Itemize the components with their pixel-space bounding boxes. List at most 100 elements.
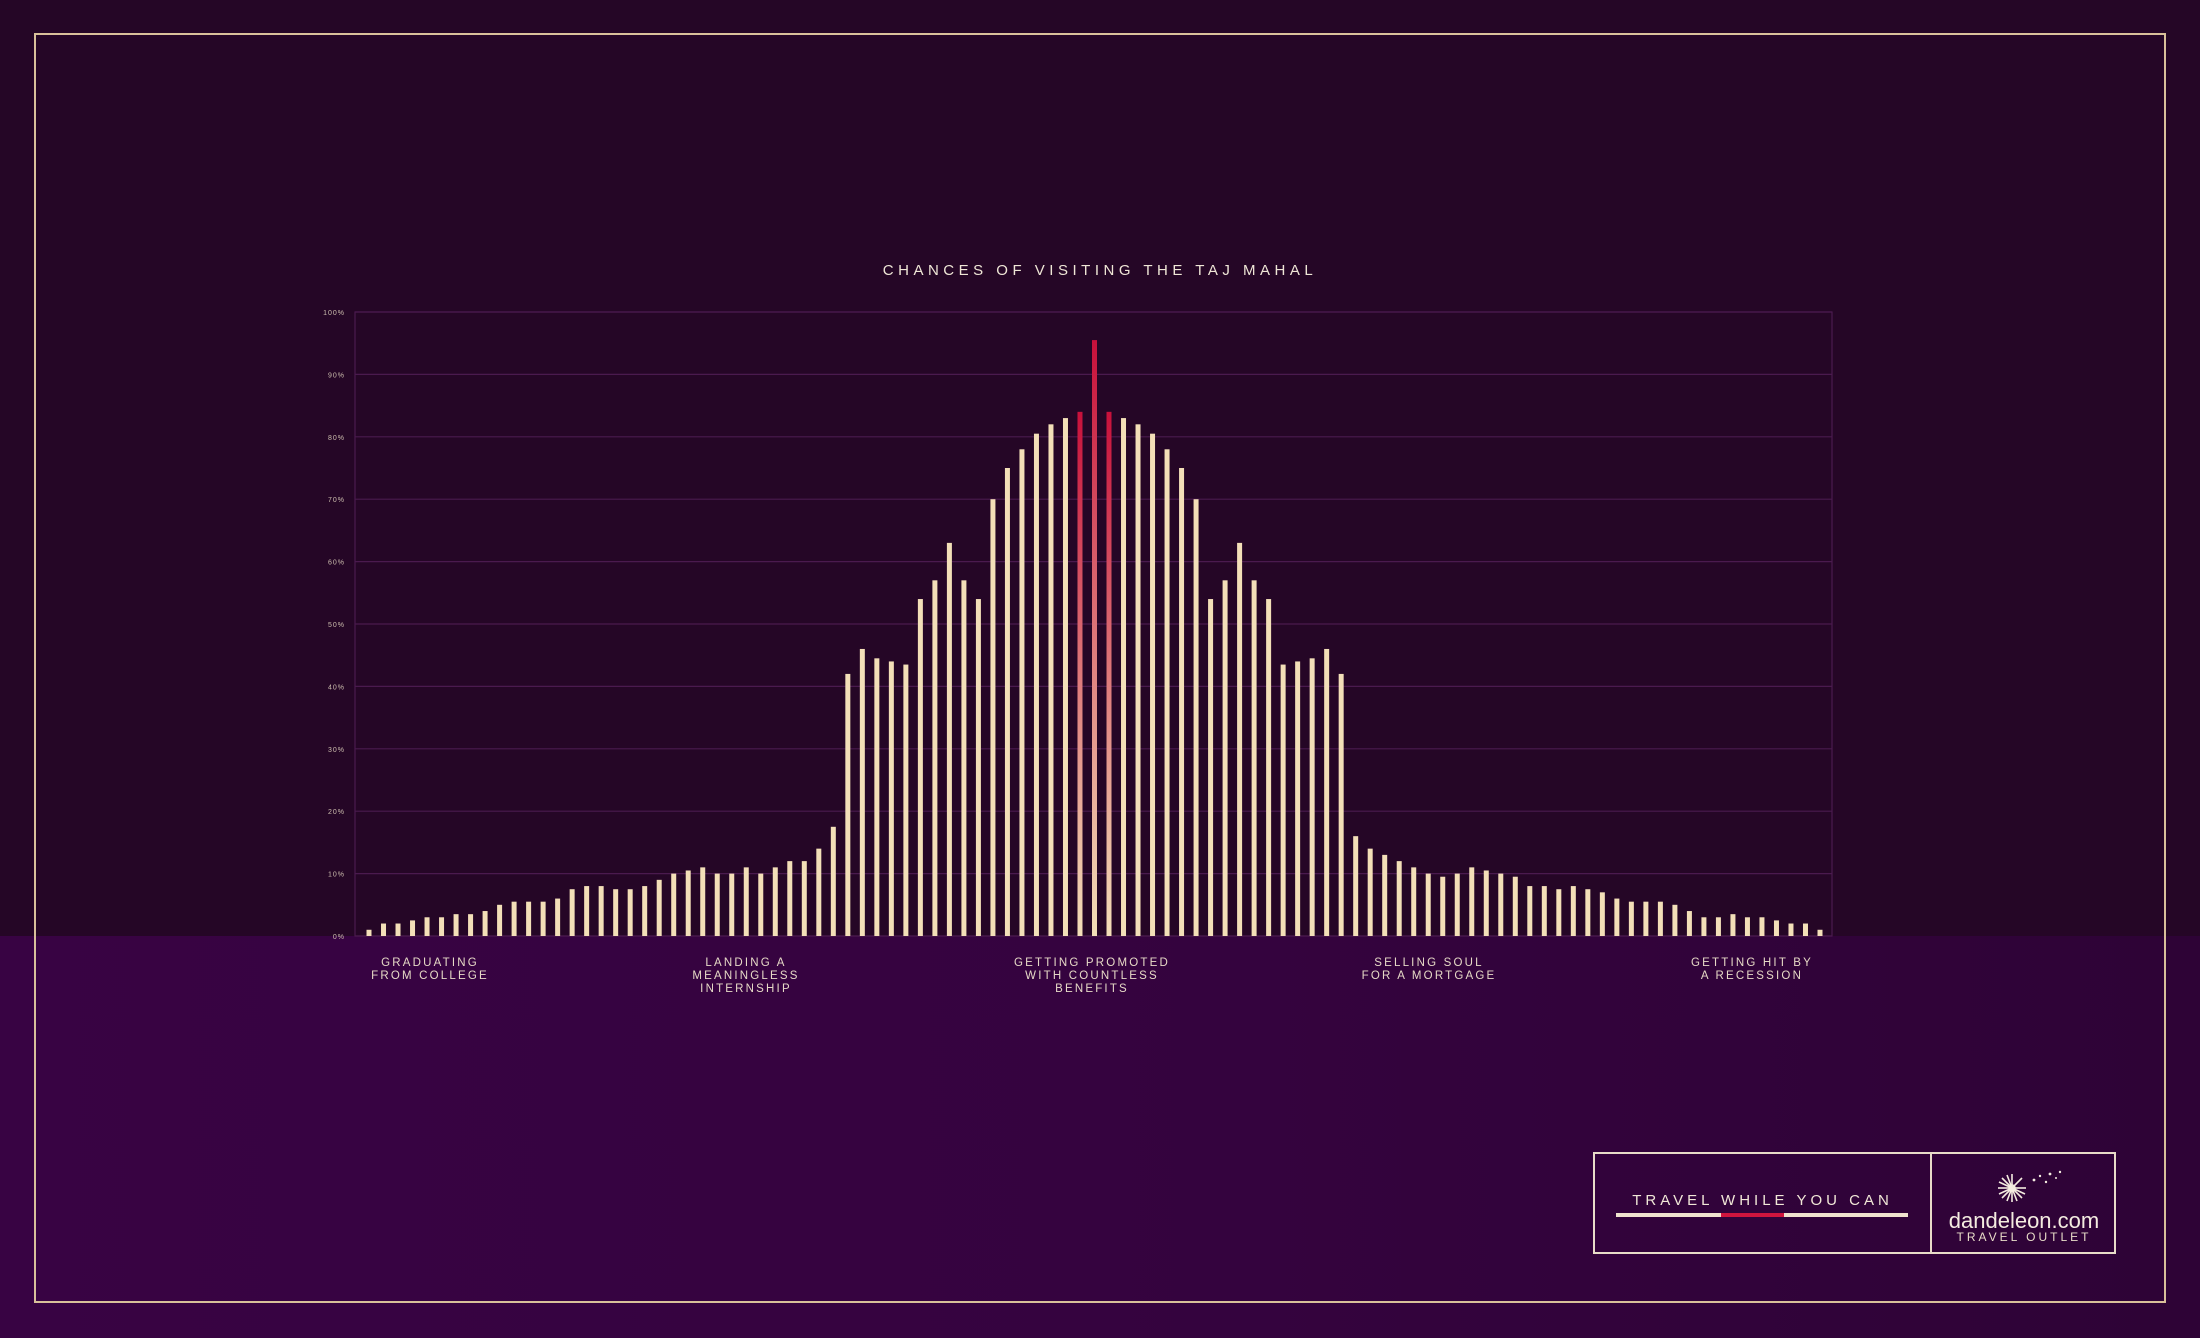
y-tick-label: 20%	[328, 809, 345, 816]
bar	[1353, 836, 1359, 936]
x-category-label: SELLING SOUL FOR A MORTGAGE	[1362, 957, 1497, 982]
bar	[1411, 867, 1417, 936]
poster-frame	[34, 33, 2166, 1303]
bar	[526, 901, 532, 936]
bar	[961, 580, 967, 936]
bar	[1396, 861, 1402, 936]
bar	[1425, 873, 1431, 936]
bar	[468, 914, 474, 936]
bar	[1048, 424, 1054, 936]
bar	[1440, 876, 1446, 936]
bar	[1164, 449, 1170, 936]
bar	[1454, 873, 1460, 936]
brand-divider	[1930, 1154, 1932, 1252]
y-tick-label: 30%	[328, 747, 345, 754]
bar	[1324, 648, 1330, 936]
bar	[1469, 867, 1475, 936]
bar	[497, 904, 503, 936]
bar	[1135, 424, 1141, 936]
bar	[888, 661, 894, 936]
bar	[627, 889, 633, 936]
bar	[946, 542, 952, 936]
x-category-label: GRADUATING FROM COLLEGE	[371, 957, 489, 982]
bar	[1004, 468, 1010, 936]
bar	[932, 580, 938, 936]
bar	[1062, 418, 1068, 937]
bar	[1295, 661, 1301, 936]
bar	[1527, 886, 1533, 936]
bar	[1744, 917, 1750, 936]
bar	[1730, 914, 1736, 936]
bar	[1179, 468, 1185, 936]
bar	[1701, 917, 1707, 936]
bar	[1106, 411, 1112, 937]
bar	[1570, 886, 1576, 936]
brand-name: dandeleon.com	[1948, 1208, 2100, 1233]
bar	[453, 914, 459, 936]
y-tick-label: 70%	[328, 497, 345, 504]
bar	[714, 873, 720, 936]
bar	[816, 848, 822, 936]
bar	[656, 879, 662, 936]
bar	[1556, 889, 1562, 936]
bar	[555, 898, 561, 936]
bar	[1222, 580, 1228, 936]
bar	[772, 867, 778, 936]
tagline: TRAVEL WHILE YOU CAN	[1632, 1192, 1893, 1209]
chart-title: CHANCES OF VISITING THE TAJ MAHAL	[882, 262, 1318, 279]
bar	[1251, 580, 1257, 936]
bar	[1382, 854, 1388, 936]
bar	[1367, 848, 1373, 936]
y-tick-label: 100%	[323, 310, 345, 317]
bar	[903, 664, 909, 936]
bar	[1309, 658, 1315, 936]
bar	[830, 826, 836, 936]
y-tick-label: 80%	[328, 435, 345, 442]
bar	[381, 923, 387, 936]
bar	[1092, 340, 1097, 937]
bar	[482, 911, 488, 936]
tagline-underline-accent	[1721, 1213, 1784, 1217]
bar	[700, 867, 706, 936]
y-tick-label: 10%	[328, 872, 345, 879]
bar	[1585, 889, 1591, 936]
bar	[685, 870, 691, 936]
bar	[1715, 917, 1721, 936]
y-tick-label: 50%	[328, 622, 345, 629]
bar	[642, 886, 648, 936]
dandelion-icon	[1998, 1170, 2062, 1202]
bar	[584, 886, 590, 936]
bar	[743, 867, 749, 936]
bar	[1512, 876, 1518, 936]
bar	[1237, 542, 1243, 936]
bar	[1483, 870, 1489, 936]
bar	[1817, 929, 1823, 936]
bar	[975, 599, 981, 936]
bar	[1657, 901, 1663, 936]
bottom-band	[0, 936, 2200, 1338]
bar	[729, 873, 735, 936]
bar	[424, 917, 430, 936]
bar	[1150, 433, 1156, 936]
bar	[845, 673, 851, 936]
tagline-underline	[1616, 1213, 1908, 1217]
x-category-label: GETTING PROMOTED WITH COUNTLESS BENEFITS	[1014, 957, 1170, 995]
bar	[1498, 873, 1504, 936]
bar	[1541, 886, 1547, 936]
bar	[569, 889, 575, 936]
bar	[1338, 673, 1344, 936]
bar	[1759, 917, 1765, 936]
bar	[758, 873, 764, 936]
bar	[1788, 923, 1794, 936]
bar	[1773, 920, 1779, 936]
y-tick-label: 0%	[333, 934, 345, 941]
bar	[1672, 904, 1678, 936]
bar	[1033, 433, 1039, 936]
bar	[613, 889, 619, 936]
bar	[917, 599, 923, 936]
bar	[1686, 911, 1692, 936]
y-tick-label: 60%	[328, 560, 345, 567]
bar	[1802, 923, 1808, 936]
bar	[1077, 411, 1083, 937]
